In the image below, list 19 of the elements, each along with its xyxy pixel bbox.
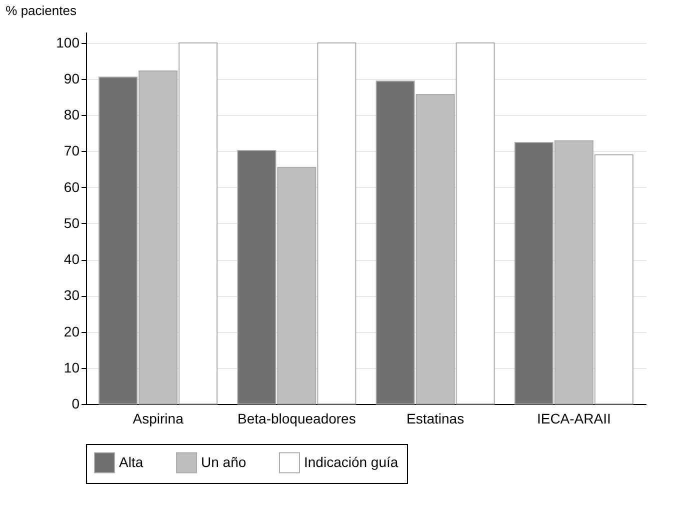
x-tick-label: Aspirina bbox=[132, 410, 184, 426]
x-tick-label: Estatinas bbox=[406, 410, 464, 426]
y-tick-label: 40 bbox=[64, 251, 80, 268]
y-tick-label: 60 bbox=[64, 178, 80, 195]
y-tick-label: 20 bbox=[64, 323, 80, 340]
x-tick-label: Beta-bloqueadores bbox=[238, 410, 356, 426]
legend-label: Un año bbox=[201, 454, 246, 470]
legend-label: Indicación guía bbox=[304, 454, 398, 470]
y-axis-title: % pacientes bbox=[6, 3, 77, 18]
y-tick-label: 100 bbox=[56, 34, 80, 50]
legend-label: Alta bbox=[119, 454, 144, 470]
y-tick-label: 30 bbox=[64, 287, 80, 304]
y-tick-label: 0 bbox=[72, 396, 80, 412]
y-tick-label: 50 bbox=[64, 214, 80, 231]
y-tick-label: 90 bbox=[64, 70, 80, 86]
y-tick-label: 70 bbox=[64, 142, 80, 159]
y-tick-label: 10 bbox=[64, 359, 80, 376]
y-tick-label: 80 bbox=[64, 106, 80, 123]
x-tick-label: IECA-ARAII bbox=[536, 410, 611, 426]
